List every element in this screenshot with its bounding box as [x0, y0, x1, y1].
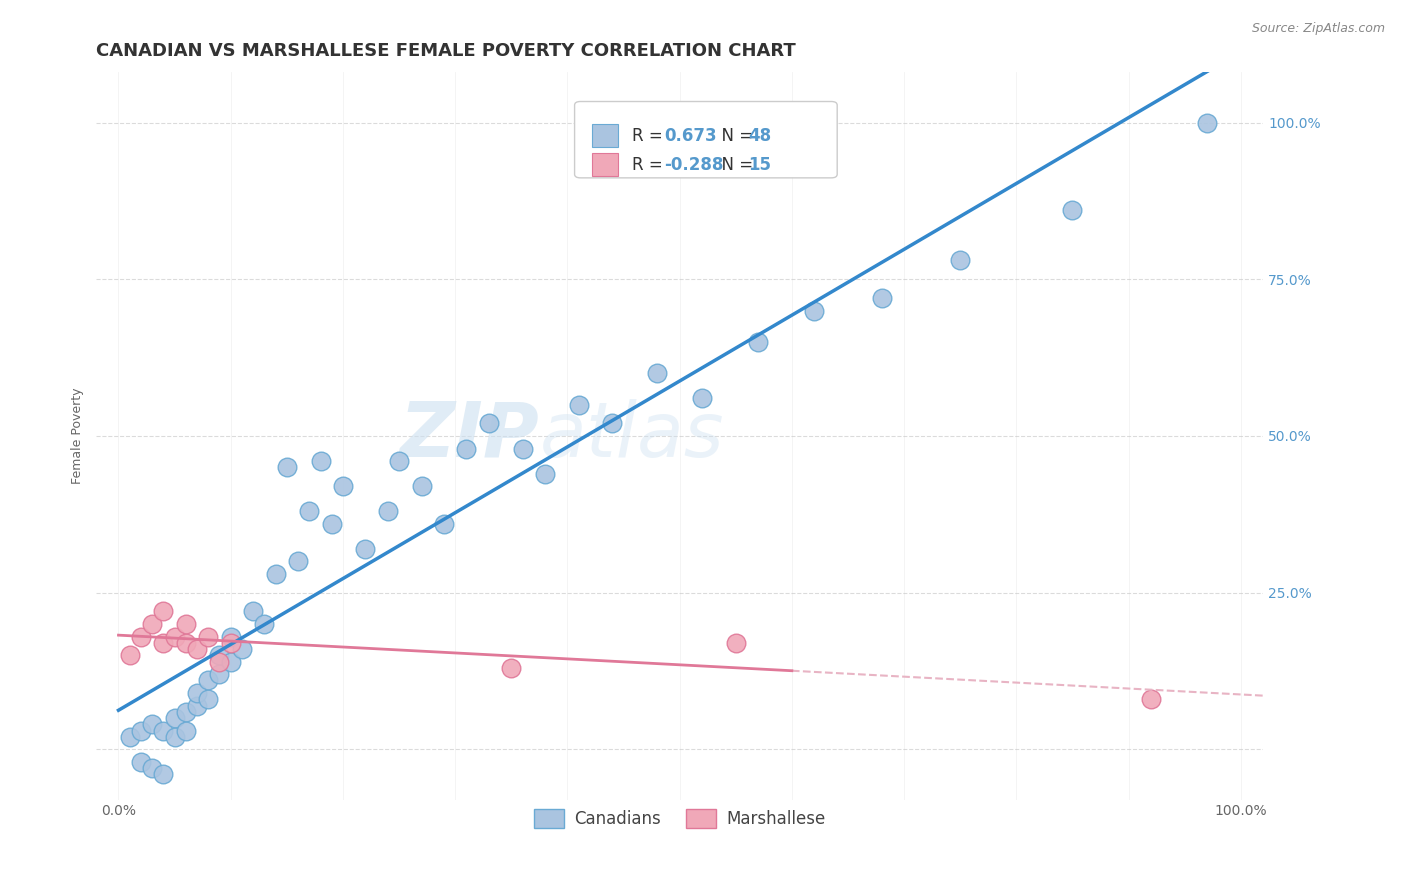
Point — [186, 642, 208, 657]
Point — [690, 392, 713, 406]
Point — [208, 648, 231, 663]
Point — [242, 605, 264, 619]
Point — [163, 630, 186, 644]
Text: N =: N = — [711, 156, 758, 174]
Point — [501, 661, 523, 675]
Point — [129, 630, 152, 644]
Point — [152, 767, 174, 781]
Point — [724, 636, 747, 650]
Text: atlas: atlas — [540, 399, 724, 473]
Point — [197, 673, 219, 688]
Point — [129, 723, 152, 738]
Point — [568, 398, 591, 412]
Point — [208, 655, 231, 669]
Point — [129, 755, 152, 769]
Text: 15: 15 — [748, 156, 772, 174]
Point — [186, 686, 208, 700]
Point — [118, 648, 141, 663]
FancyBboxPatch shape — [575, 102, 837, 178]
Point — [197, 630, 219, 644]
Point — [411, 479, 433, 493]
Point — [433, 516, 456, 531]
Point — [276, 460, 298, 475]
Point — [309, 454, 332, 468]
Text: -0.288: -0.288 — [665, 156, 724, 174]
Point — [118, 730, 141, 744]
Point — [287, 554, 309, 568]
Point — [298, 504, 321, 518]
Text: CANADIAN VS MARSHALLESE FEMALE POVERTY CORRELATION CHART: CANADIAN VS MARSHALLESE FEMALE POVERTY C… — [96, 42, 796, 60]
Point — [141, 717, 163, 731]
Y-axis label: Female Poverty: Female Poverty — [72, 388, 84, 484]
Point — [456, 442, 478, 456]
Bar — [592, 153, 617, 177]
Text: N =: N = — [711, 127, 758, 145]
Point — [332, 479, 354, 493]
Text: R =: R = — [631, 127, 668, 145]
Point — [174, 723, 197, 738]
Legend: Canadians, Marshallese: Canadians, Marshallese — [527, 802, 832, 835]
Point — [354, 541, 377, 556]
Point — [264, 566, 287, 581]
Point — [152, 605, 174, 619]
Point — [208, 667, 231, 681]
Point — [600, 417, 623, 431]
Point — [1140, 692, 1163, 706]
Point — [1062, 203, 1084, 218]
Point — [534, 467, 557, 481]
Point — [478, 417, 501, 431]
Point — [141, 617, 163, 632]
Point — [803, 303, 825, 318]
Point — [870, 291, 893, 305]
Point — [163, 730, 186, 744]
Text: ZIP: ZIP — [399, 399, 540, 473]
Point — [747, 334, 769, 349]
Point — [645, 366, 668, 380]
Point — [152, 723, 174, 738]
Point — [141, 761, 163, 775]
Point — [152, 636, 174, 650]
Point — [163, 711, 186, 725]
Text: 48: 48 — [748, 127, 772, 145]
Point — [174, 617, 197, 632]
Point — [377, 504, 399, 518]
Point — [197, 692, 219, 706]
Point — [186, 698, 208, 713]
Point — [219, 655, 242, 669]
Text: 0.673: 0.673 — [665, 127, 717, 145]
Point — [219, 630, 242, 644]
Bar — [592, 124, 617, 147]
Point — [219, 636, 242, 650]
Text: R =: R = — [631, 156, 668, 174]
Point — [174, 705, 197, 719]
Text: Source: ZipAtlas.com: Source: ZipAtlas.com — [1251, 22, 1385, 36]
Point — [949, 253, 972, 268]
Point — [1197, 115, 1219, 129]
Point — [321, 516, 343, 531]
Point — [388, 454, 411, 468]
Point — [174, 636, 197, 650]
Point — [231, 642, 253, 657]
Point — [512, 442, 534, 456]
Point — [253, 617, 276, 632]
